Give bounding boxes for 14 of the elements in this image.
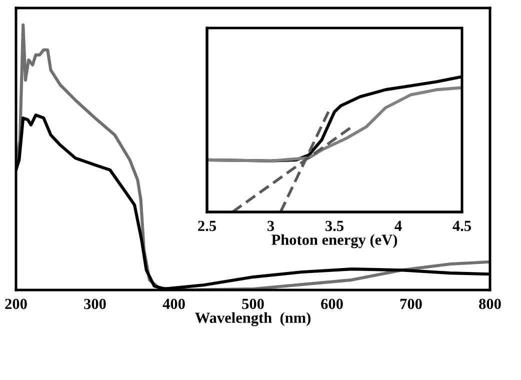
x-tick-label: 800 xyxy=(479,298,501,310)
x-tick-label: 4.5 xyxy=(452,220,471,232)
x-tick-label: 700 xyxy=(400,298,422,310)
x-tick-label: 3 xyxy=(268,220,274,232)
x-tick-label: 200 xyxy=(5,298,27,310)
x-tick-label: 500 xyxy=(242,298,264,310)
x-tick-label: 3.5 xyxy=(326,220,344,232)
x-tick-label: 4 xyxy=(394,220,402,231)
x-axis-title: Wavelength (nm) xyxy=(195,312,310,326)
x-tick-label: 300 xyxy=(84,298,106,310)
x-tick-label: 600 xyxy=(321,298,343,310)
x-axis-title: Photon energy (eV) xyxy=(272,234,398,248)
x-tick-label: 400 xyxy=(162,298,185,310)
x-tick-label: 2.5 xyxy=(198,220,216,232)
